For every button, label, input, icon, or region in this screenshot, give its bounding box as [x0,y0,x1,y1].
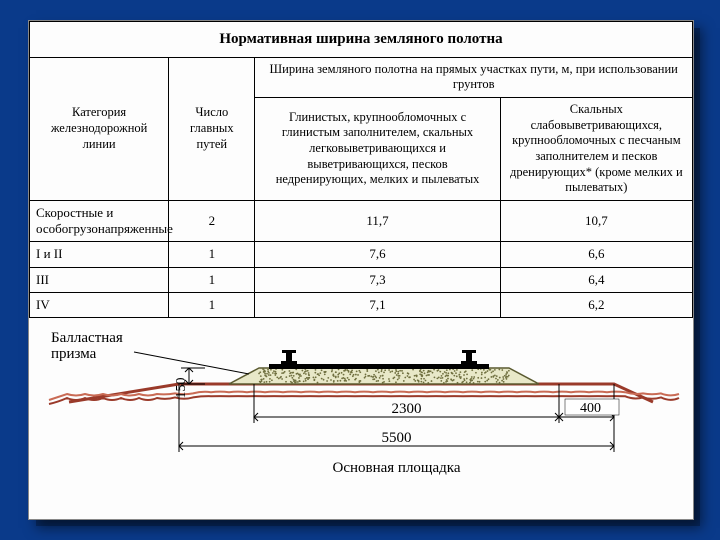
cell-tracks: 1 [169,267,255,292]
table-row: Скоростные и особогрузонапряженные 2 11,… [30,200,693,242]
cell-width-rock: 6,4 [500,267,692,292]
cell-width-rock: 10,7 [500,200,692,242]
svg-text:2300: 2300 [392,401,422,417]
cell-width-clay: 11,7 [255,200,500,242]
table-row: I и II 1 7,6 6,6 [30,242,693,267]
cell-width-rock: 6,2 [500,292,692,317]
cell-category: IV [30,292,169,317]
cell-width-clay: 7,1 [255,292,500,317]
table-row: IV 1 7,1 6,2 [30,292,693,317]
cell-category: III [30,267,169,292]
table-title: Нормативная ширина земляного полотна [30,22,693,58]
roadbed-width-table: Нормативная ширина земляного полотна Кат… [29,21,693,318]
col-header-tracks: Число главных путей [169,57,255,200]
cell-width-clay: 7,6 [255,242,500,267]
svg-text:призма: призма [51,346,97,362]
col-header-category: Категория железнодорожной линии [30,57,169,200]
cross-section-diagram: Балластнаяпризма 2300 400 5500 150 Основная п… [29,318,693,491]
cell-tracks: 1 [169,242,255,267]
cell-category: Скоростные и особогрузонапряженные [30,200,169,242]
col-header-clay: Глинистых, крупнообломочных с глинистым … [255,98,500,201]
svg-text:150: 150 [174,378,189,399]
cell-category: I и II [30,242,169,267]
cell-width-clay: 7,3 [255,267,500,292]
cell-tracks: 2 [169,200,255,242]
cross-section-svg: Балластнаяпризма 2300 400 5500 150 Основная п… [39,322,683,480]
main-platform-label: Основная площадка [332,460,460,476]
svg-text:5500: 5500 [382,430,412,446]
col-header-rock: Скальных слабовыветривающихся, крупнообл… [500,98,692,201]
ballast-prism-label: Балластная [51,330,123,346]
cell-tracks: 1 [169,292,255,317]
svg-text:400: 400 [580,401,601,416]
cell-width-rock: 6,6 [500,242,692,267]
col-header-width-span: Ширина земляного полотна на прямых участ… [255,57,693,97]
table-row: III 1 7,3 6,4 [30,267,693,292]
